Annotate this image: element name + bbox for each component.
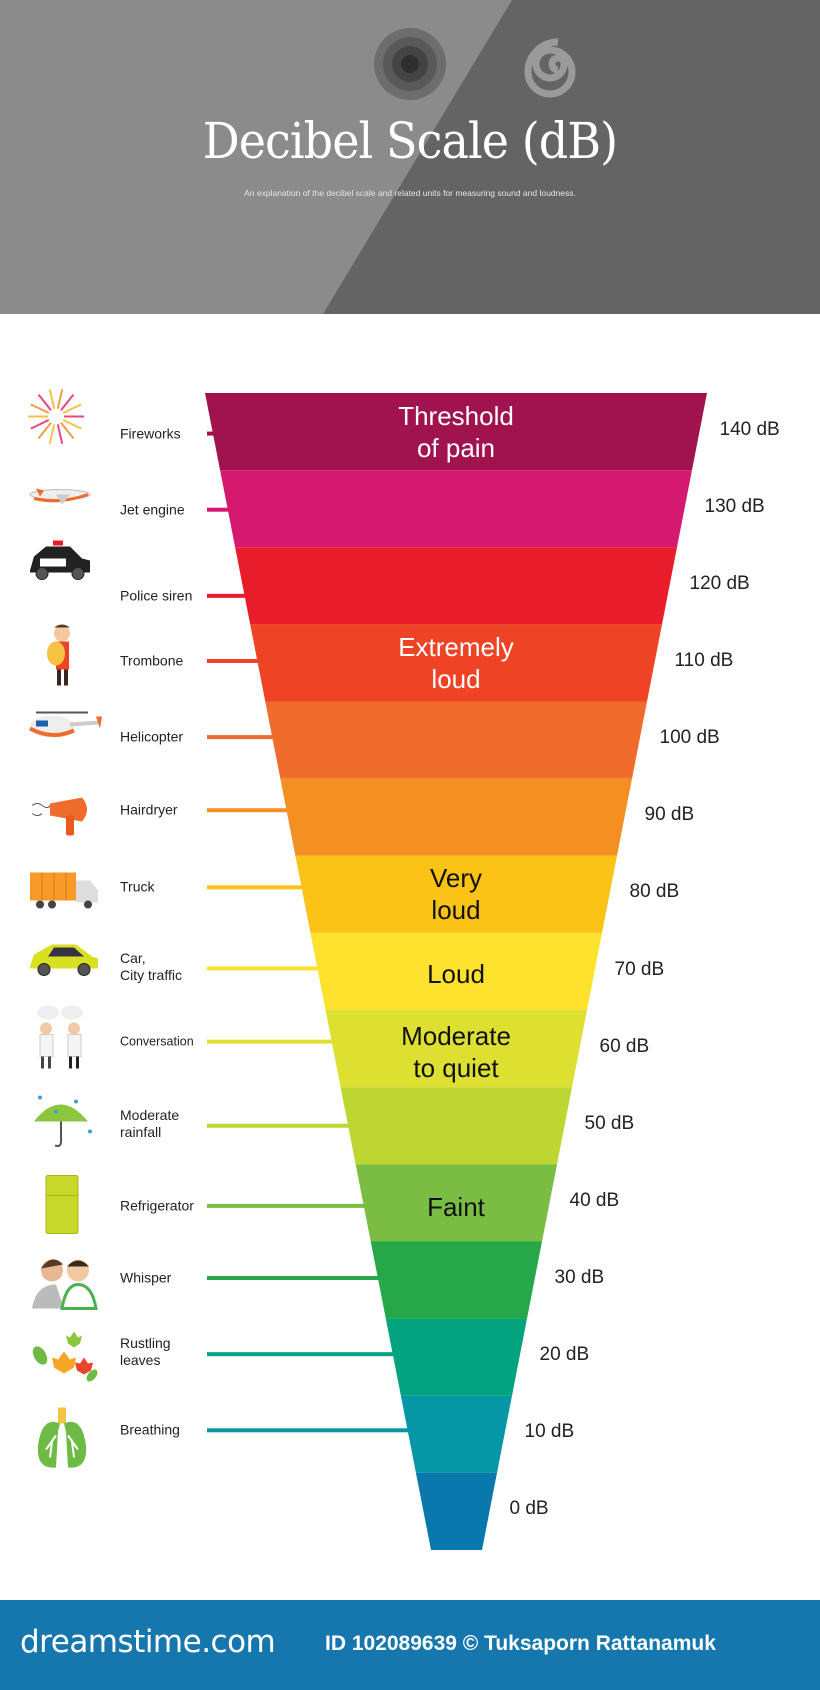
db-label-50: 50 dB	[584, 1112, 635, 1134]
sound-source-label: Helicopter	[120, 728, 184, 745]
funnel-band-60db	[325, 1010, 587, 1088]
db-label-70: 70 dB	[614, 958, 665, 980]
fireworks-icon	[26, 386, 104, 459]
sound-source-label: Breathing	[120, 1421, 180, 1438]
umbrella-rain-icon	[26, 1087, 104, 1160]
db-label-90: 90 dB	[644, 804, 695, 826]
conversation-icon	[26, 1004, 104, 1077]
funnel-band-20db	[385, 1318, 527, 1396]
connector-line-130db	[207, 507, 229, 512]
db-label-60: 60 dB	[599, 1035, 650, 1057]
loudness-category-label: Faint	[427, 1192, 485, 1222]
funnel-band-100db	[265, 701, 647, 779]
header-dark-panel	[323, 0, 820, 314]
db-label-20: 20 dB	[539, 1344, 590, 1366]
connector-line-90db	[207, 808, 288, 813]
sound-source-label: Whisper	[120, 1269, 172, 1286]
funnel-band-10db	[400, 1395, 512, 1473]
funnel-band-130db	[220, 470, 693, 548]
sound-source-label: Conversation	[120, 1034, 194, 1049]
db-label-80: 80 dB	[629, 881, 680, 903]
loudness-category-label: Loud	[427, 959, 485, 989]
airplane-icon	[26, 464, 104, 537]
connector-line-20db	[207, 1352, 394, 1357]
sound-source-label: Jet engine	[120, 501, 185, 518]
footer-bar: dreamstime.com ID 102089639 © Tuksaporn …	[0, 1600, 820, 1690]
whisper-icon	[26, 1249, 104, 1322]
db-label-140: 140 dB	[719, 418, 780, 440]
connector-line-120db	[207, 593, 246, 598]
db-label-120: 120 dB	[689, 572, 750, 594]
connector-line-60db	[207, 1039, 333, 1044]
loudness-category-label: Extremely loud	[398, 632, 514, 694]
db-label-10: 10 dB	[524, 1421, 575, 1443]
spiral-icon	[524, 38, 576, 98]
funnel-band-70db	[310, 932, 602, 1011]
funnel-band-110db	[250, 624, 662, 702]
connector-line-110db	[207, 658, 259, 663]
car-icon	[26, 928, 104, 1001]
refrigerator-icon	[26, 1169, 104, 1242]
police-car-icon	[26, 530, 104, 603]
funnel-band-0db	[415, 1472, 497, 1550]
header-banner: Decibel Scale (dB) An explanation of the…	[0, 0, 820, 314]
db-label-110: 110 dB	[674, 649, 734, 671]
db-label-40: 40 dB	[569, 1189, 620, 1211]
connector-line-40db	[207, 1203, 365, 1208]
connector-line-80db	[207, 885, 303, 890]
funnel-band-80db	[295, 855, 617, 933]
db-label-0: 0 dB	[509, 1498, 549, 1520]
db-label-30: 30 dB	[554, 1267, 605, 1289]
trombone-player-icon	[26, 621, 104, 694]
loudness-category-label: Very loud	[429, 863, 483, 925]
funnel-band-30db	[370, 1241, 542, 1319]
sound-source-label: Car, City traffic	[120, 949, 182, 983]
sound-source-label: Refrigerator	[120, 1197, 194, 1214]
leaves-icon	[26, 1326, 104, 1399]
helicopter-icon	[26, 697, 104, 770]
connector-line-50db	[207, 1123, 350, 1128]
speaker-ripple-icon	[374, 28, 446, 100]
funnel-band-120db	[235, 547, 677, 625]
funnel-band-50db	[340, 1087, 572, 1165]
sound-source-label: Police siren	[120, 587, 193, 604]
connector-line-100db	[207, 735, 274, 740]
loudness-category-label: Moderate to quiet	[401, 1021, 511, 1083]
sound-source-label: Fireworks	[120, 425, 181, 442]
page-title: Decibel Scale (dB)	[202, 112, 618, 170]
funnel-band-90db	[280, 778, 632, 856]
loudness-category-label: Threshold of pain	[398, 401, 514, 463]
footer-logo[interactable]: dreamstime.com	[20, 1624, 276, 1660]
sound-source-label: Trombone	[120, 652, 184, 669]
connector-line-10db	[207, 1428, 409, 1433]
sound-source-label: Moderate rainfall	[120, 1106, 180, 1140]
connector-line-140db	[207, 431, 214, 436]
sound-source-label: Hairdryer	[120, 801, 178, 818]
sound-source-label: Truck	[120, 878, 155, 895]
sound-source-label: Rustling leaves	[120, 1335, 171, 1369]
funnel-band-140db	[205, 393, 707, 471]
page-subtitle: An explanation of the decibel scale and …	[244, 188, 576, 198]
connector-line-30db	[207, 1276, 379, 1281]
funnel-band-40db	[355, 1164, 557, 1242]
db-label-130: 130 dB	[704, 495, 765, 517]
lungs-icon	[26, 1406, 104, 1479]
truck-icon	[26, 861, 104, 934]
hairdryer-icon	[26, 782, 104, 855]
db-label-100: 100 dB	[659, 727, 720, 749]
connector-line-70db	[207, 966, 319, 971]
footer-credit: ID 102089639 © Tuksaporn Rattanamuk	[325, 1632, 716, 1655]
header-background	[323, 0, 820, 314]
